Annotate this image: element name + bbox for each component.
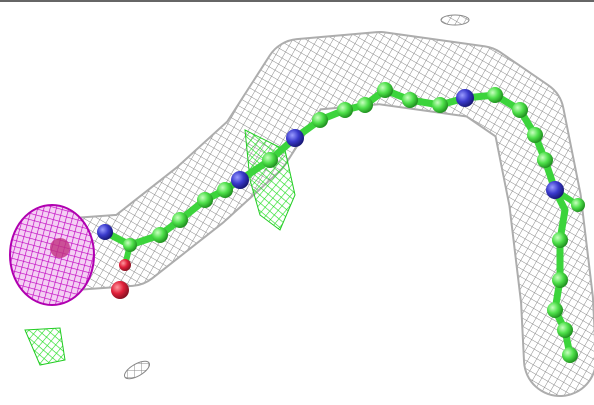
body [0, 0, 594, 405]
density-map-view [0, 0, 594, 405]
ion [50, 238, 70, 258]
grey-mesh [60, 15, 560, 382]
magenta-mesh [10, 205, 94, 305]
page: {} html, body { margin: 0; padding: 0; b… [0, 0, 594, 405]
